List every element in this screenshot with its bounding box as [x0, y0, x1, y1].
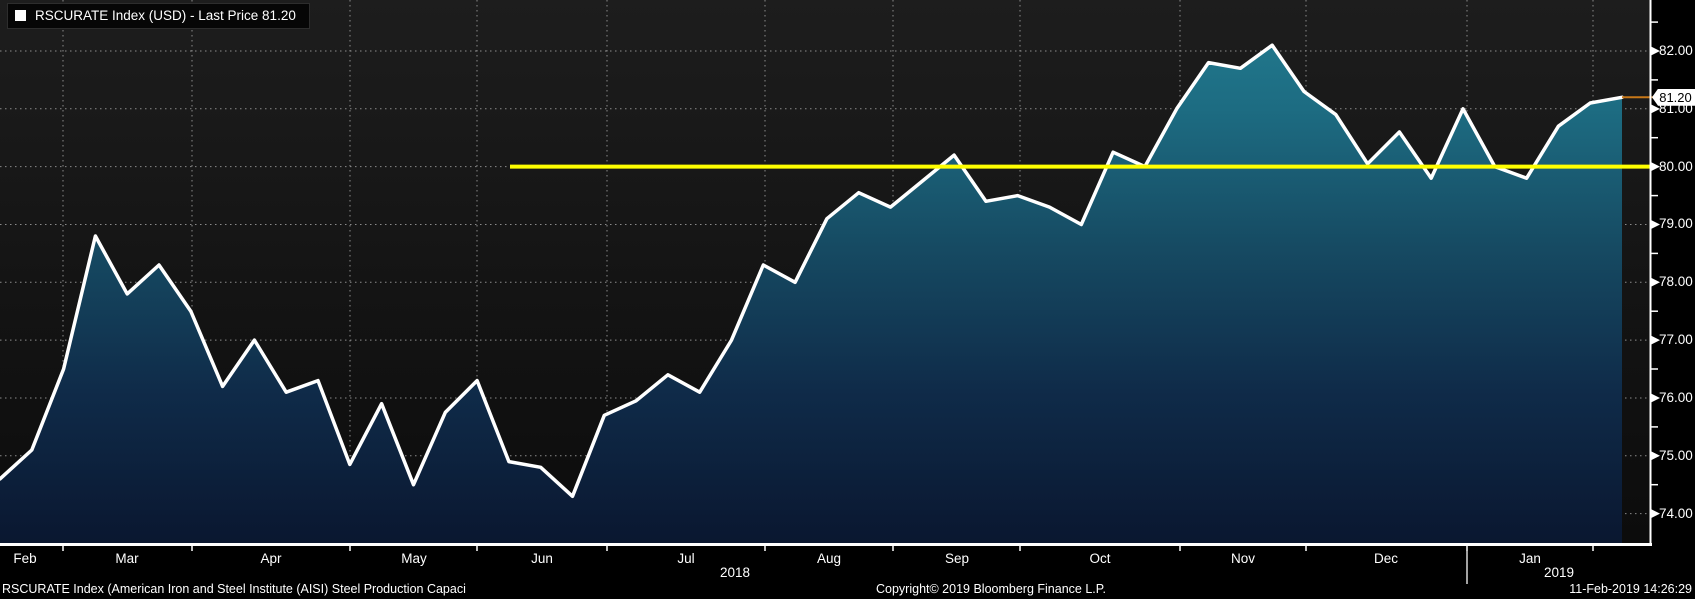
month-label: Nov: [1230, 551, 1256, 566]
y-axis-label: 77.00: [1659, 332, 1693, 348]
footer-timestamp: 11-Feb-2019 14:26:29: [1569, 582, 1692, 596]
year-label: 2018: [719, 565, 751, 580]
legend-label: RSCURATE Index (USD) - Last Price 81.20: [35, 8, 296, 23]
y-major-tick: [1651, 451, 1660, 461]
y-major-tick: [1651, 219, 1660, 229]
y-major-tick: [1651, 46, 1660, 56]
month-label: Sep: [944, 551, 970, 566]
y-axis-label: 74.00: [1659, 505, 1693, 521]
area-fill: [0, 45, 1622, 543]
y-axis-label: 80.00: [1659, 158, 1693, 174]
year-label: 2019: [1543, 565, 1575, 580]
y-major-tick: [1651, 393, 1660, 403]
month-label: Jul: [677, 551, 695, 566]
month-label: Dec: [1373, 551, 1399, 566]
month-label: Jan: [1519, 551, 1541, 566]
y-axis-label: 75.00: [1659, 447, 1693, 463]
y-axis-label: 82.00: [1659, 43, 1693, 58]
footer-copyright: Copyright© 2019 Bloomberg Finance L.P.: [876, 582, 1106, 596]
month-label: May: [401, 551, 427, 566]
y-axis-label: 78.00: [1659, 274, 1693, 290]
y-axis-label: 76.00: [1659, 389, 1693, 405]
month-label: Mar: [115, 551, 139, 566]
series-marker-icon: [15, 10, 26, 21]
y-major-tick: [1651, 162, 1660, 172]
footer: RSCURATE Index (American Iron and Steel …: [0, 582, 1695, 599]
month-label: Aug: [816, 551, 842, 566]
month-label: Feb: [13, 551, 37, 566]
last-price-tag: 81.20: [1652, 88, 1695, 106]
y-axis-label: 79.00: [1659, 216, 1693, 232]
y-major-tick: [1651, 509, 1660, 519]
month-label: Apr: [260, 551, 282, 566]
month-label: Oct: [1089, 551, 1111, 566]
month-label: Jun: [531, 551, 553, 566]
price-line: [0, 43, 1624, 499]
y-major-tick: [1651, 104, 1660, 114]
footer-description: RSCURATE Index (American Iron and Steel …: [2, 582, 466, 596]
y-major-tick: [1651, 277, 1660, 287]
legend[interactable]: RSCURATE Index (USD) - Last Price 81.20: [7, 3, 310, 29]
y-major-tick: [1651, 335, 1660, 345]
